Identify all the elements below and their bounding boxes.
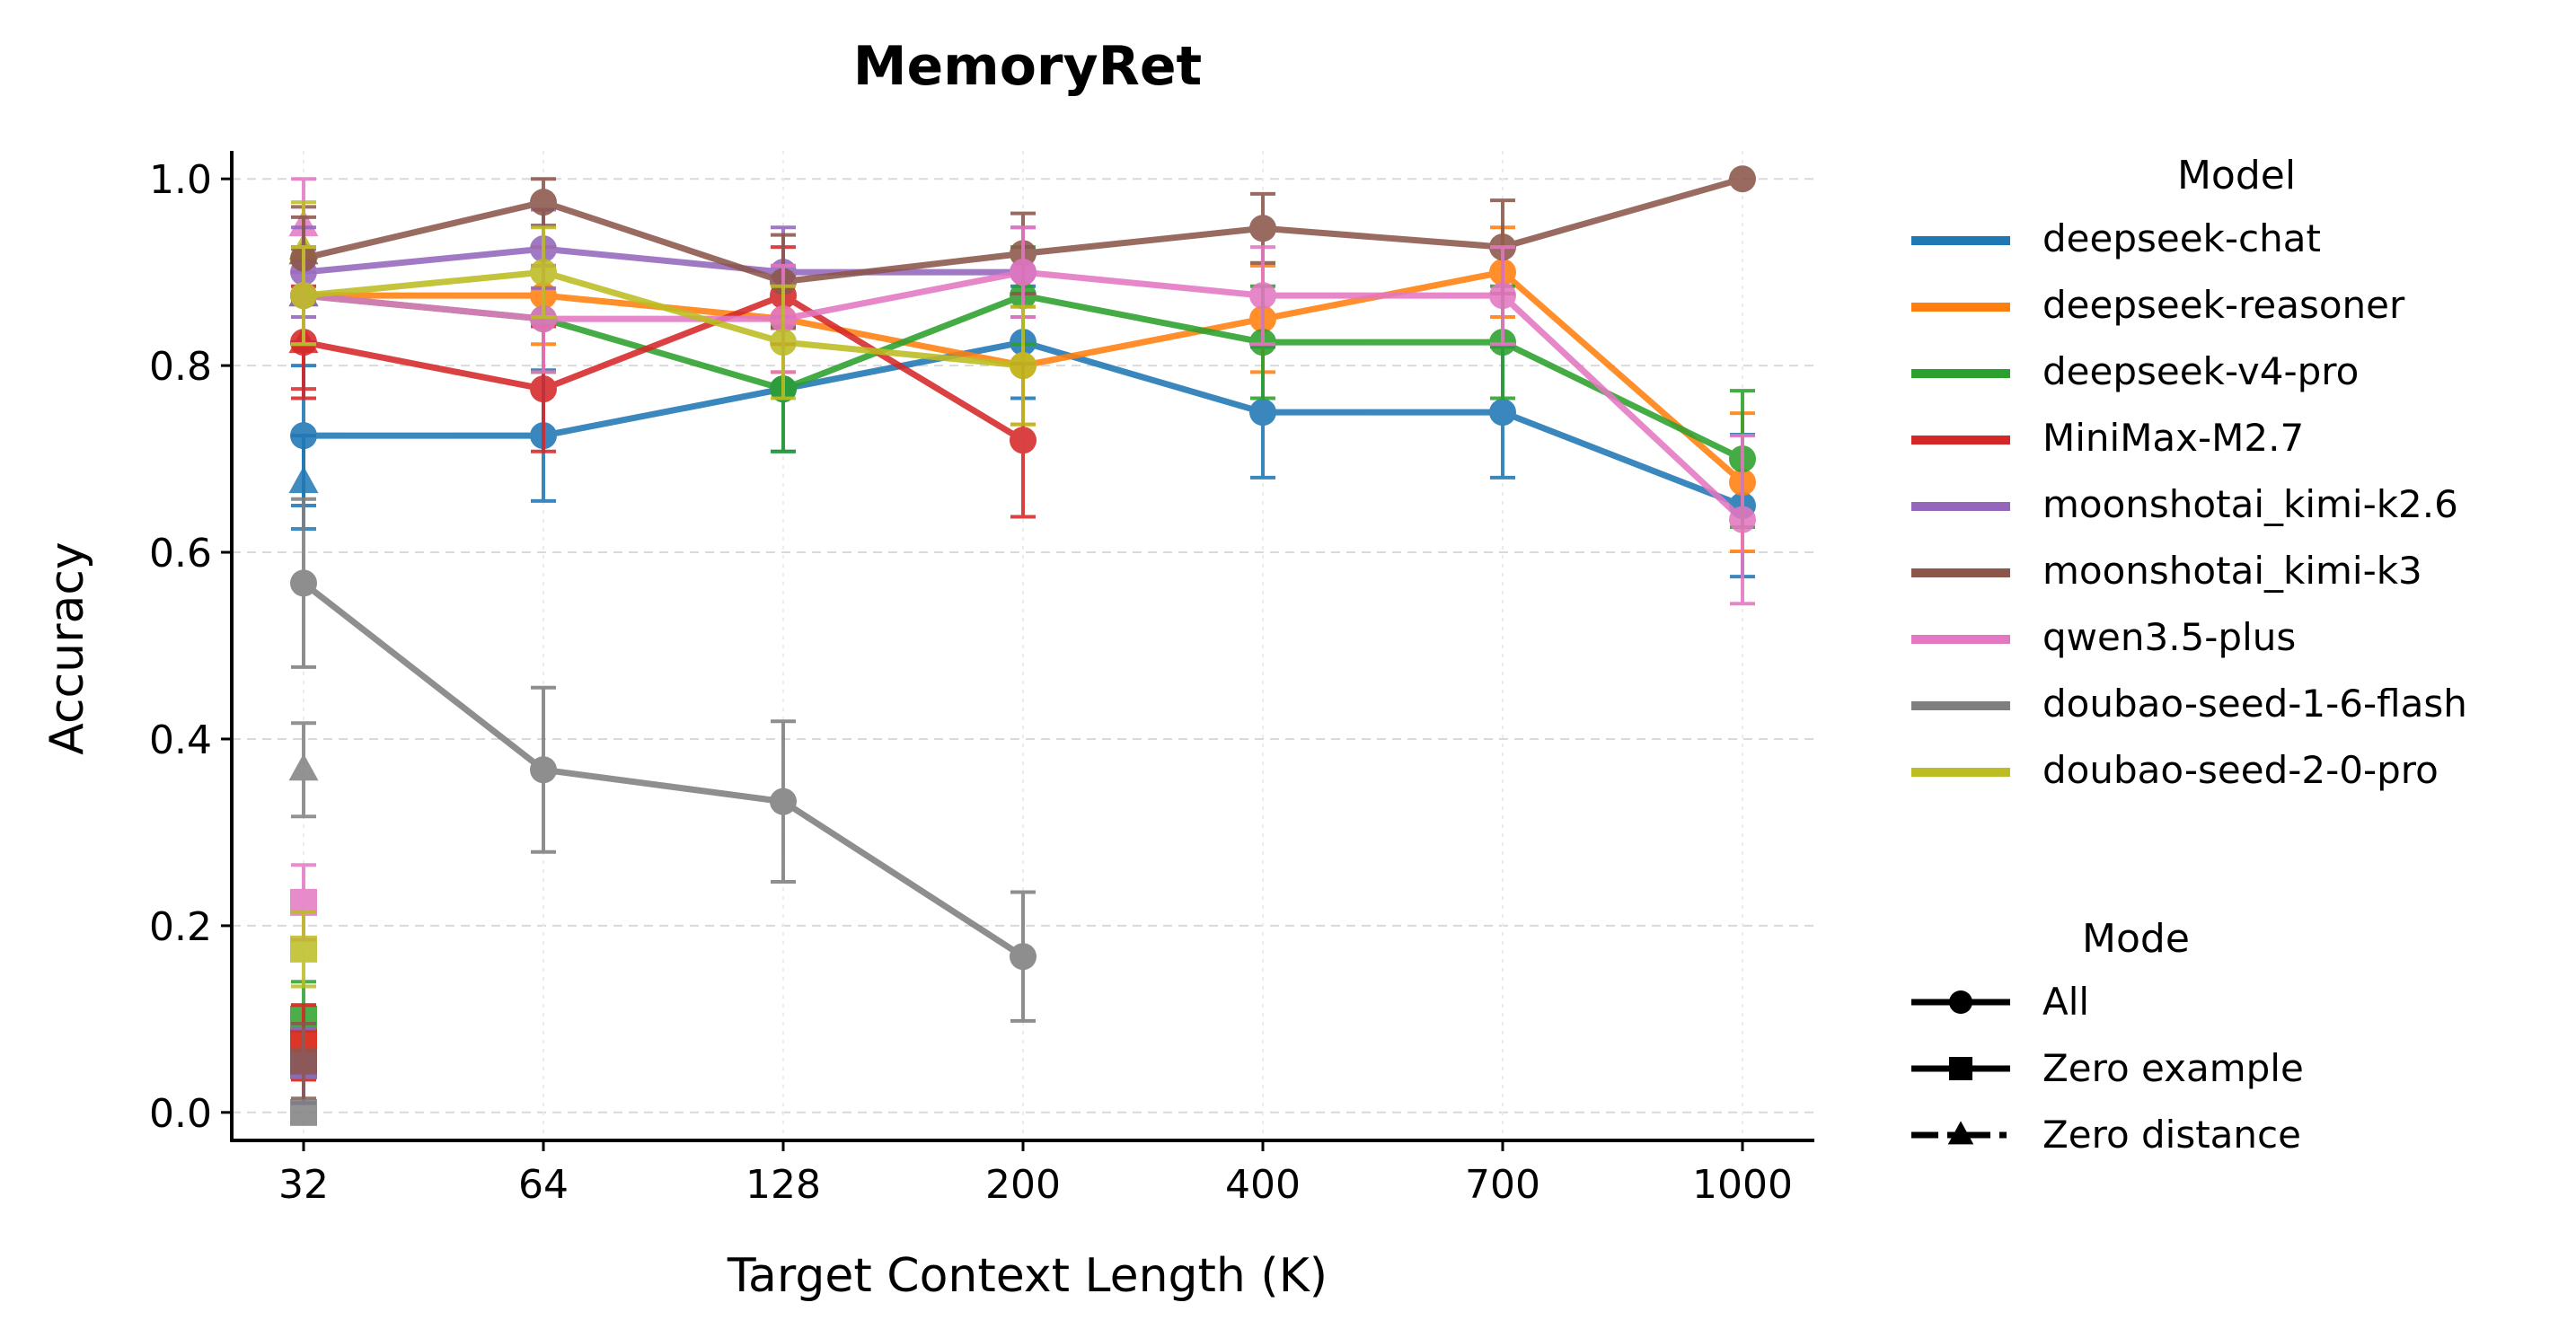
data-point (530, 305, 557, 333)
data-point (1249, 215, 1276, 242)
legend-label: MiniMax-M2.7 (2042, 416, 2304, 460)
data-point (770, 788, 797, 815)
data-point (1729, 165, 1756, 193)
zero-example-marker (290, 1098, 317, 1126)
y-tick-label: 1.0 (149, 157, 212, 203)
x-tick-label: 128 (745, 1162, 821, 1208)
series-line (301, 580, 1025, 960)
data-point (290, 422, 317, 450)
x-tick-label: 700 (1465, 1162, 1540, 1208)
legend-label: qwen3.5-plus (2042, 615, 2296, 659)
legend-label: deepseek-chat (2042, 216, 2321, 260)
legend-label: doubao-seed-1-6-flash (2042, 682, 2467, 726)
legend-mode-marker (1949, 990, 1972, 1014)
legend-mode-title: Mode (2082, 916, 2190, 962)
data-point (1010, 259, 1037, 286)
x-tick-label: 400 (1225, 1162, 1301, 1208)
axes: 0.0 0.2 0.4 0.6 0.8 1.0 32 64 128 200 400 700 1000 (149, 151, 1814, 1208)
mode-markers-doubao-seed-1-6-flash (288, 721, 319, 1126)
zero-distance-marker (288, 753, 319, 781)
legend: Model deepseek-chat deepseek-reasoner deeps… (1911, 153, 2467, 1157)
series-line (303, 292, 1025, 444)
data-point (1249, 399, 1276, 427)
y-tick-label: 0.6 (149, 531, 212, 576)
data-point (290, 569, 317, 597)
data-point (1489, 399, 1516, 427)
legend-label: deepseek-reasoner (2042, 283, 2405, 327)
data-point (1729, 506, 1756, 533)
data-point (530, 756, 557, 784)
data-point (530, 259, 557, 286)
data-point (530, 189, 557, 216)
legend-mode-label: Zero distance (2042, 1113, 2301, 1157)
x-tick-label: 1000 (1692, 1162, 1793, 1208)
zero-example-marker (290, 935, 317, 963)
x-axis-label: Target Context Length (K) (727, 1249, 1328, 1303)
legend-mode-label: All (2042, 980, 2089, 1024)
data-point (530, 375, 557, 403)
y-tick-label: 0.0 (149, 1091, 212, 1137)
data-point (1489, 282, 1516, 310)
series-doubao-seed-2-0-pro (290, 225, 1037, 427)
legend-label: doubao-seed-2-0-pro (2042, 748, 2439, 792)
data-point (1249, 282, 1276, 310)
data-point (1010, 943, 1037, 971)
x-tick-label: 32 (278, 1162, 329, 1208)
x-tick-label: 200 (985, 1162, 1061, 1208)
data-point (1010, 427, 1037, 454)
chart-title: MemoryRet (853, 35, 1202, 98)
data-point (290, 282, 317, 310)
legend-label: moonshotai_kimi-k2.6 (2042, 482, 2458, 526)
legend-mode-marker (1949, 1057, 1972, 1080)
series-line (303, 245, 1023, 276)
legend-mode-label: Zero example (2042, 1046, 2304, 1090)
x-tick-label: 64 (518, 1162, 569, 1208)
legend-model-title: Model (2177, 153, 2296, 198)
data-point (770, 329, 797, 356)
y-axis-label: Accuracy (40, 541, 94, 754)
series-line (303, 268, 1024, 369)
y-tick-label: 0.8 (149, 344, 212, 390)
data-point (1010, 352, 1037, 380)
legend-mode-marker (1947, 1121, 1974, 1145)
legend-label: moonshotai_kimi-k3 (2042, 549, 2422, 593)
zero-example-marker (290, 1047, 317, 1075)
y-tick-label: 0.4 (149, 717, 212, 763)
series-doubao-seed-1-6-flash (290, 497, 1037, 1023)
series-layer (288, 165, 1756, 1126)
y-tick-label: 0.2 (149, 904, 212, 950)
legend-label: deepseek-v4-pro (2042, 349, 2359, 393)
